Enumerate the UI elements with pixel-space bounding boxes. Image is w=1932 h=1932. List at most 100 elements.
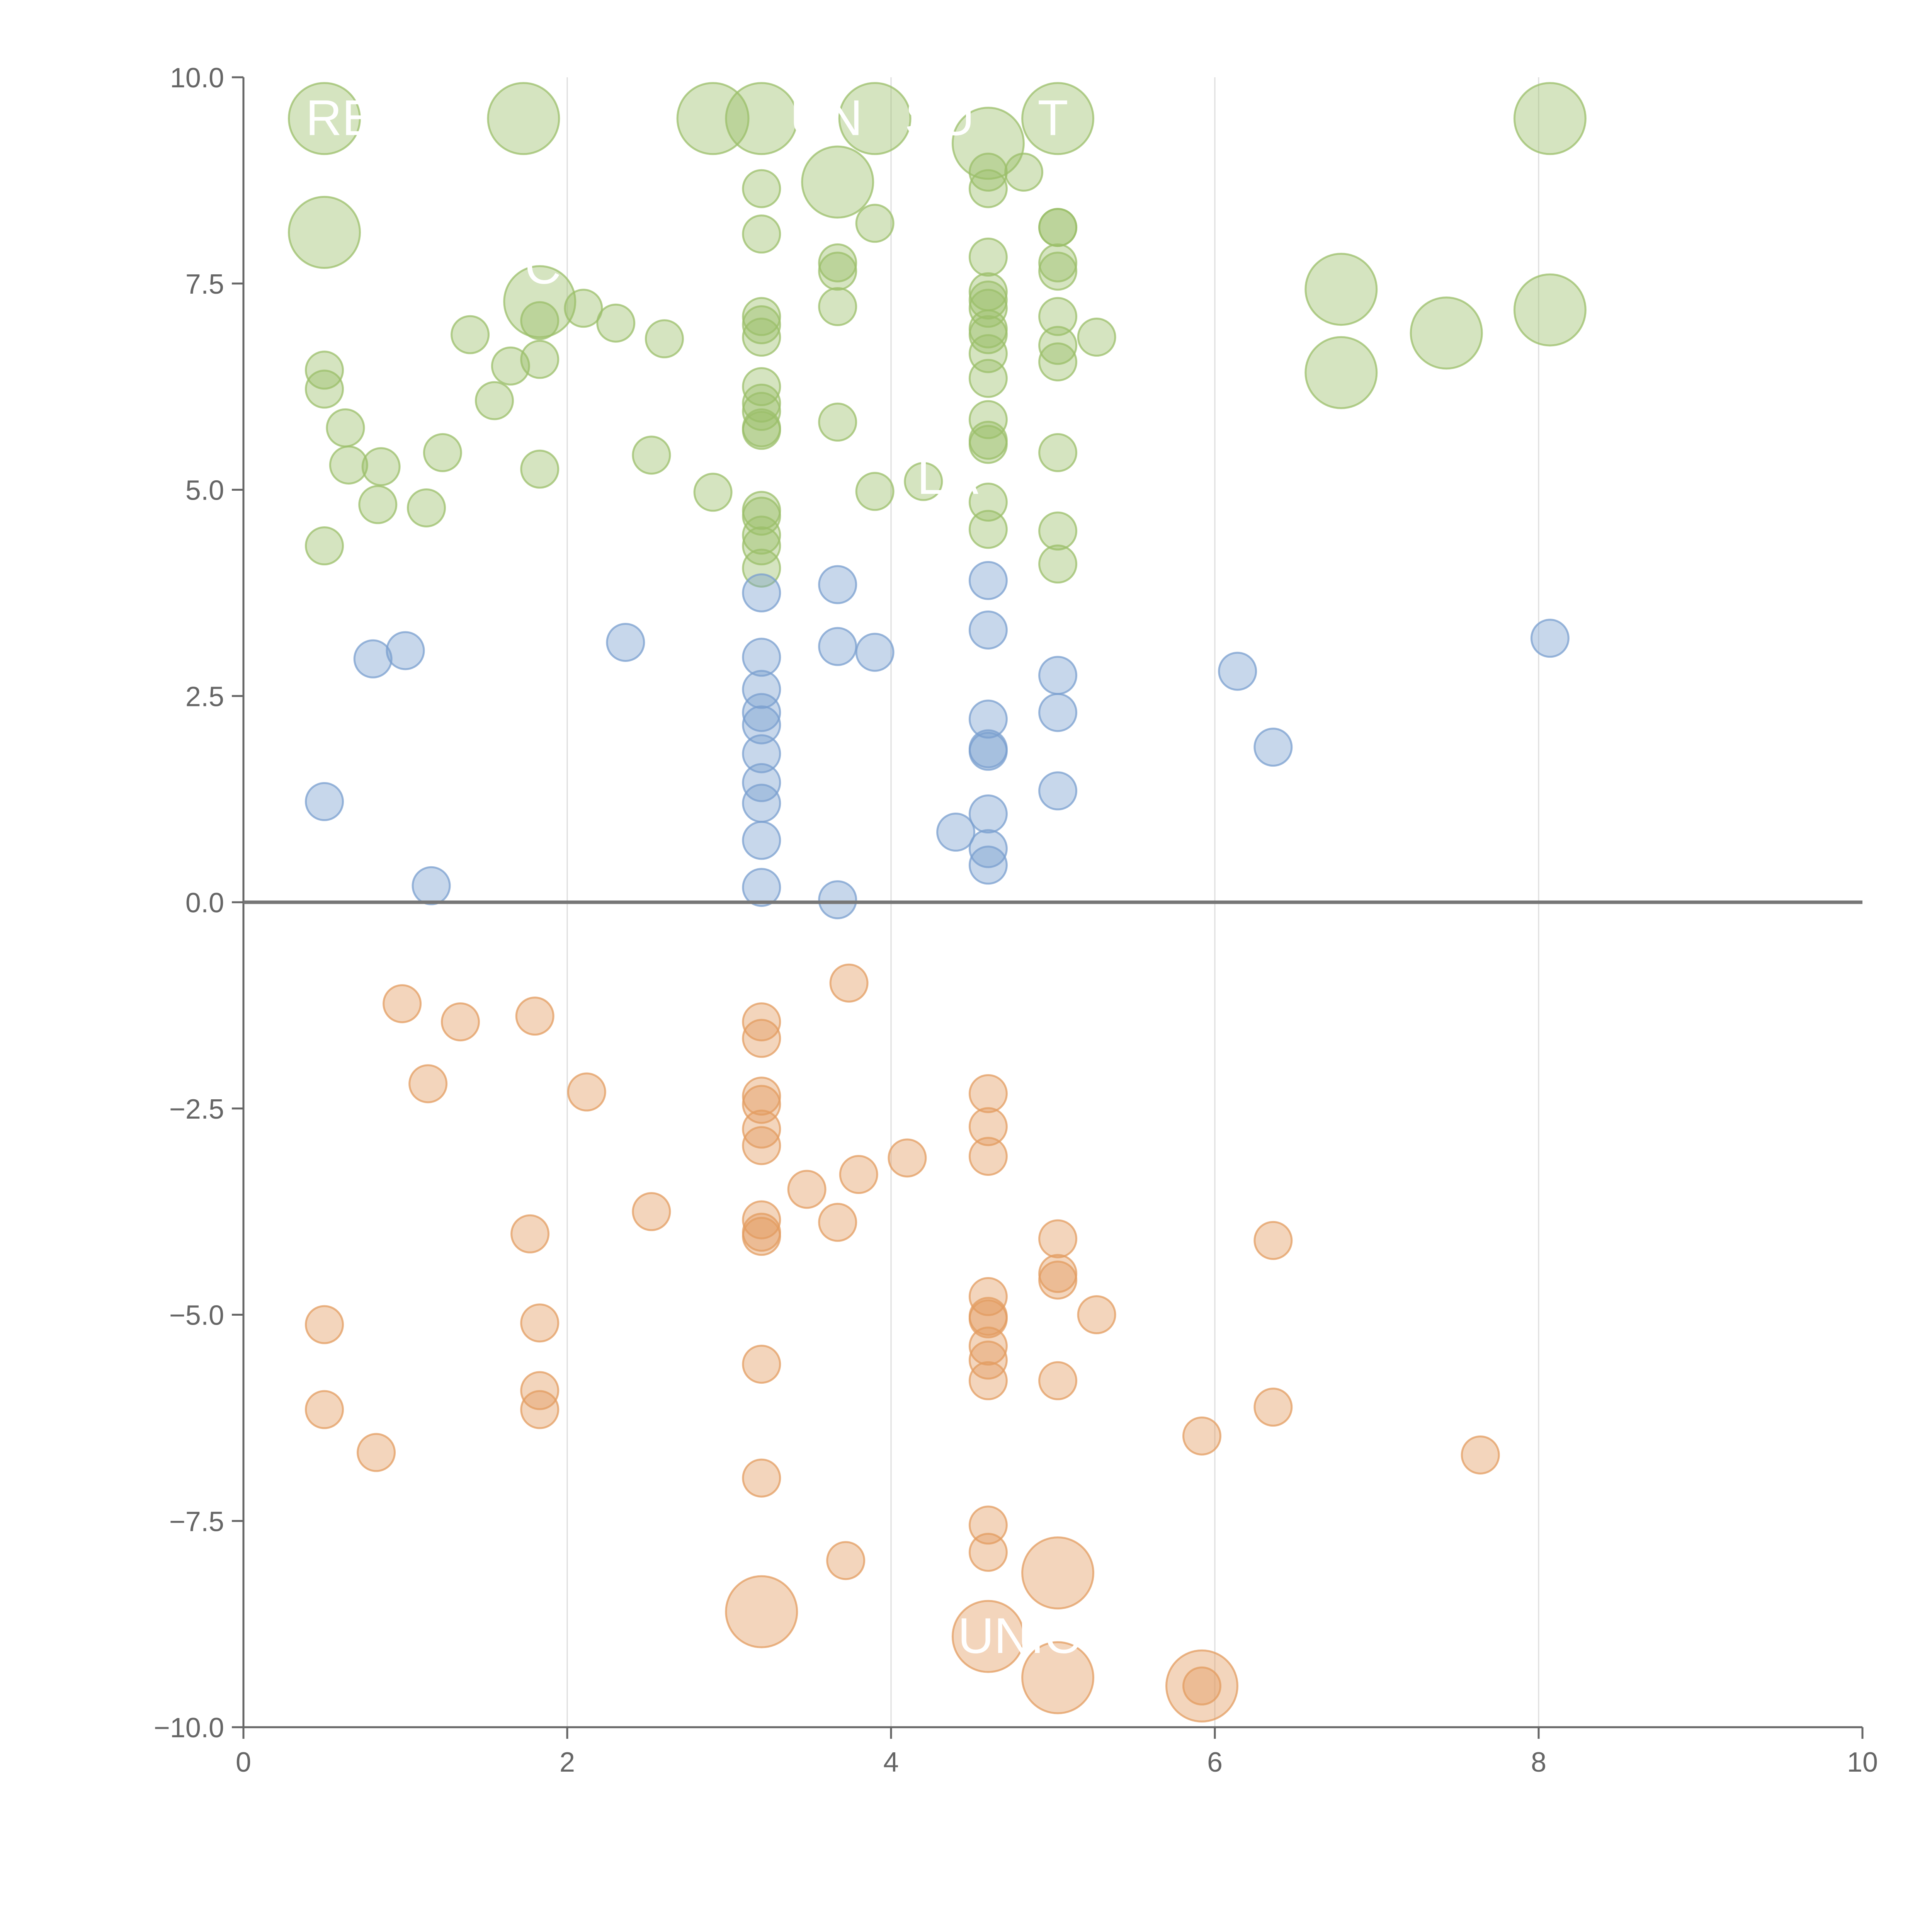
data-point-green bbox=[1077, 318, 1116, 357]
data-point-orange bbox=[520, 1303, 560, 1343]
data-point-green bbox=[1004, 153, 1044, 192]
data-point-green bbox=[1038, 433, 1078, 472]
data-point-green bbox=[288, 196, 361, 269]
data-point-blue bbox=[968, 794, 1008, 834]
data-point-green bbox=[1038, 252, 1078, 291]
data-point-orange bbox=[968, 1074, 1008, 1113]
data-point-green bbox=[855, 472, 895, 511]
y-tick-label: −10.0 bbox=[154, 1713, 224, 1743]
bubble-labels: RE UN SU T C LA UNIO bbox=[306, 89, 1083, 1663]
y-tick-label: 7.5 bbox=[185, 269, 224, 300]
data-point-green bbox=[968, 425, 1008, 464]
data-point-green bbox=[742, 214, 781, 254]
data-point-blue bbox=[968, 731, 1008, 771]
data-point-orange bbox=[632, 1192, 671, 1231]
data-point-blue bbox=[1038, 656, 1078, 695]
y-tick-label: −5.0 bbox=[169, 1300, 224, 1331]
data-point-orange bbox=[1038, 1219, 1078, 1259]
data-point-orange bbox=[968, 1137, 1008, 1176]
data-point-green bbox=[968, 169, 1008, 208]
data-point-orange bbox=[725, 1575, 798, 1648]
data-point-blue bbox=[742, 784, 781, 823]
data-point-orange bbox=[839, 1155, 878, 1194]
data-point-orange bbox=[818, 1202, 857, 1242]
data-point-orange bbox=[968, 1532, 1008, 1572]
data-point-blue bbox=[968, 699, 1008, 739]
data-point-orange bbox=[510, 1214, 550, 1253]
data-point-orange bbox=[1038, 1361, 1078, 1400]
data-point-blue bbox=[412, 866, 451, 905]
data-point-orange bbox=[951, 1600, 1025, 1673]
data-point-green bbox=[742, 515, 781, 555]
data-point-green bbox=[968, 510, 1008, 549]
x-tick-label: 8 bbox=[1531, 1747, 1546, 1778]
data-point-green bbox=[423, 433, 462, 472]
data-point-orange bbox=[1461, 1435, 1500, 1475]
data-points bbox=[288, 82, 1587, 1723]
bubble-label: RE bbox=[306, 89, 376, 146]
data-point-orange bbox=[742, 1200, 781, 1240]
data-point-orange bbox=[742, 1077, 781, 1116]
data-point-green bbox=[1513, 273, 1587, 347]
data-point-blue bbox=[968, 829, 1008, 868]
data-point-green bbox=[818, 287, 857, 327]
y-tick-label: −7.5 bbox=[169, 1506, 224, 1537]
data-point-green bbox=[742, 526, 781, 566]
data-point-green bbox=[1513, 82, 1587, 155]
data-point-orange bbox=[1165, 1649, 1238, 1723]
x-tick-label: 2 bbox=[560, 1747, 575, 1778]
data-point-orange bbox=[567, 1072, 606, 1112]
data-point-green bbox=[1038, 511, 1078, 551]
data-point-green bbox=[1304, 336, 1378, 409]
data-point-green bbox=[1038, 326, 1078, 365]
data-point-blue bbox=[968, 845, 1008, 885]
data-point-green bbox=[451, 315, 490, 354]
data-point-green bbox=[968, 153, 1008, 192]
data-point-blue bbox=[1253, 728, 1293, 767]
data-point-orange bbox=[408, 1064, 448, 1104]
data-point-blue bbox=[742, 705, 781, 745]
data-point-orange bbox=[520, 1390, 560, 1429]
data-point-blue bbox=[305, 782, 344, 821]
data-point-green bbox=[1038, 342, 1078, 382]
data-point-blue bbox=[386, 631, 425, 670]
bubble-label: C bbox=[525, 238, 561, 294]
data-point-green bbox=[474, 381, 514, 420]
y-tick-label: 2.5 bbox=[185, 681, 224, 712]
data-point-blue bbox=[936, 813, 976, 852]
bubble-label: UN bbox=[790, 89, 863, 146]
data-point-orange bbox=[515, 997, 554, 1036]
data-point-orange bbox=[829, 963, 869, 1003]
data-point-orange bbox=[968, 1107, 1008, 1146]
data-point-green bbox=[487, 82, 560, 155]
data-point-green bbox=[818, 402, 857, 442]
data-point-blue bbox=[818, 627, 857, 666]
data-point-green bbox=[1038, 243, 1078, 282]
data-point-green bbox=[1304, 253, 1378, 326]
data-point-blue bbox=[1218, 651, 1257, 691]
data-point-green bbox=[838, 82, 912, 155]
data-point-green bbox=[406, 488, 446, 527]
data-point-blue bbox=[742, 573, 781, 612]
data-point-blue bbox=[818, 565, 857, 604]
data-point-blue bbox=[606, 622, 645, 662]
data-point-green bbox=[1038, 544, 1078, 584]
data-point-green bbox=[329, 445, 368, 485]
y-tick-label: 5.0 bbox=[185, 475, 224, 506]
x-tick-label: 10 bbox=[1847, 1747, 1878, 1778]
data-point-orange bbox=[1021, 1536, 1095, 1610]
axes: 0 2 4 6 8 10 10.0 7.5 5.0 2.5 0.0 −2.5 −5.0 −7.5 −10.0 bbox=[154, 63, 1878, 1778]
data-point-orange bbox=[968, 1340, 1008, 1380]
x-tick-label: 4 bbox=[883, 1747, 899, 1778]
data-point-orange bbox=[1253, 1388, 1293, 1427]
data-point-blue bbox=[742, 670, 781, 709]
data-point-orange bbox=[305, 1305, 344, 1344]
data-point-green bbox=[801, 145, 874, 219]
data-point-green bbox=[632, 435, 671, 475]
data-point-blue bbox=[742, 734, 781, 774]
data-point-orange bbox=[1021, 1641, 1095, 1714]
data-point-orange bbox=[1038, 1260, 1078, 1300]
data-point-blue bbox=[855, 633, 895, 672]
